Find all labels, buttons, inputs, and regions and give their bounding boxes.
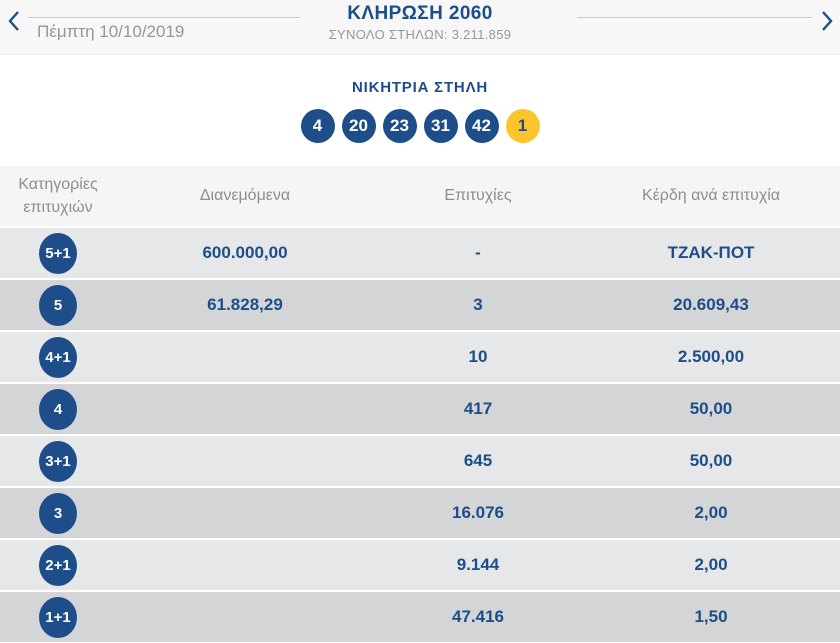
distributed-cell: 600.000,00 [202, 243, 288, 262]
draw-title: ΚΛΗΡΩΣΗ 2060 [347, 3, 493, 24]
header-divider-left [28, 17, 300, 18]
prize-cell: 2,00 [694, 555, 728, 574]
winning-number-ball: 20 [341, 109, 376, 143]
winners-cell: 417 [463, 399, 493, 418]
draw-date: Πέμπτη 10/10/2019 [37, 22, 185, 41]
category-cell: 5+1 [0, 232, 116, 274]
joker-number-ball: 1 [505, 109, 540, 143]
chevron-left-icon [7, 10, 20, 35]
category-badge: 5 [39, 284, 77, 326]
winning-numbers: 4 20 23 31 42 1 [0, 109, 840, 143]
column-header-distributed: Διανεμόμενα [199, 187, 291, 205]
column-header-winners: Επιτυχίες [444, 187, 512, 205]
prize-cell: 2.500,00 [677, 347, 745, 366]
category-cell: 5 [0, 284, 116, 326]
category-cell: 4+1 [0, 336, 116, 378]
winners-cell: 16.076 [452, 503, 504, 522]
prize-cell: 50,00 [689, 451, 733, 470]
table-row: 2+1 9.144 2,00 [0, 540, 840, 590]
prize-cell: 20.609,43 [673, 295, 749, 314]
category-badge: 4 [39, 388, 77, 430]
previous-draw-button[interactable] [3, 9, 23, 35]
category-badge: 3+1 [39, 440, 77, 482]
total-columns-label: ΣΥΝΟΛΟ ΣΤΗΛΩΝ: 3.211.859 [328, 27, 512, 42]
prize-cell: 1,50 [694, 607, 728, 626]
winners-cell: 47.416 [452, 607, 504, 626]
table-row: 5+1 600.000,00 - ΤΖΑΚ-ΠΟΤ [0, 228, 840, 278]
header-divider-right [577, 17, 812, 18]
distributed-cell: 61.828,29 [207, 295, 283, 314]
column-header-prize: Κέρδη ανά επιτυχία [641, 187, 781, 205]
next-draw-button[interactable] [817, 9, 837, 35]
prize-table: Κατηγορίες επιτυχιών Διανεμόμενα Επιτυχί… [0, 166, 840, 642]
winners-cell: 3 [473, 295, 483, 314]
winning-number-ball: 42 [464, 109, 499, 143]
category-cell: 1+1 [0, 596, 116, 638]
winners-cell: 9.144 [456, 555, 500, 574]
draw-header: Πέμπτη 10/10/2019 ΚΛΗΡΩΣΗ 2060 ΣΥΝΟΛΟ ΣΤ… [0, 0, 840, 55]
table-row: 3 16.076 2,00 [0, 488, 840, 538]
table-row: 4+1 10 2.500,00 [0, 332, 840, 382]
winners-cell: 645 [463, 451, 493, 470]
prize-cell: ΤΖΑΚ-ΠΟΤ [667, 243, 755, 262]
chevron-right-icon [821, 10, 834, 35]
table-row: 5 61.828,29 3 20.609,43 [0, 280, 840, 330]
category-cell: 3+1 [0, 440, 116, 482]
category-cell: 3 [0, 492, 116, 534]
winning-number-ball: 23 [382, 109, 417, 143]
category-badge: 4+1 [39, 336, 77, 378]
category-cell: 4 [0, 388, 116, 430]
table-row: 1+1 47.416 1,50 [0, 592, 840, 642]
winners-cell: 10 [468, 347, 488, 366]
prize-table-body: 5+1 600.000,00 - ΤΖΑΚ-ΠΟΤ 5 61.828,29 3 20.609,… [0, 228, 840, 642]
prize-table-header: Κατηγορίες επιτυχιών Διανεμόμενα Επιτυχί… [0, 166, 840, 226]
prize-cell: 2,00 [694, 503, 728, 522]
category-badge: 1+1 [39, 596, 77, 638]
prize-cell: 50,00 [689, 399, 733, 418]
category-cell: 2+1 [0, 544, 116, 586]
table-row: 3+1 645 50,00 [0, 436, 840, 486]
winning-number-ball: 31 [423, 109, 458, 143]
column-header-category: Κατηγορίες επιτυχιών [18, 175, 98, 216]
winning-number-ball: 4 [300, 109, 335, 143]
winners-cell: - [475, 243, 481, 262]
winning-column-section: ΝΙΚΗΤΡΙΑ ΣΤΗΛΗ 4 20 23 31 42 1 [0, 55, 840, 166]
category-badge: 3 [39, 492, 77, 534]
category-badge: 2+1 [39, 544, 77, 586]
category-badge: 5+1 [39, 232, 77, 274]
table-row: 4 417 50,00 [0, 384, 840, 434]
winning-column-title: ΝΙΚΗΤΡΙΑ ΣΤΗΛΗ [351, 79, 489, 96]
